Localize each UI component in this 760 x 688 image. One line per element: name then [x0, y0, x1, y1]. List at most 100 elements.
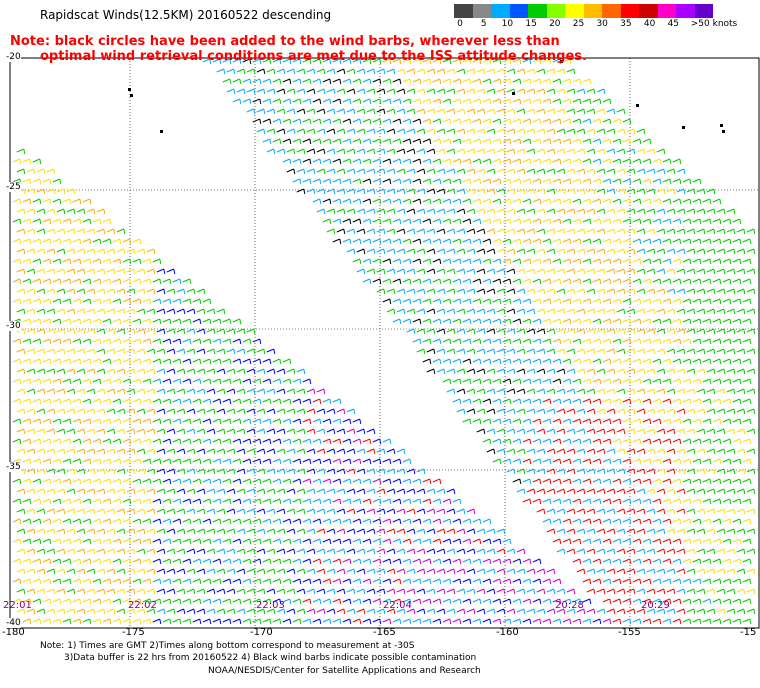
wind-barb — [482, 278, 492, 285]
wind-barb — [172, 478, 182, 485]
wind-barb — [366, 268, 376, 275]
wind-barb — [366, 168, 376, 175]
wind-barb — [362, 138, 372, 145]
wind-barb — [106, 608, 116, 615]
wind-barb — [746, 588, 756, 595]
wind-barb — [346, 528, 356, 535]
wind-barb — [542, 238, 552, 245]
wind-barb — [96, 448, 106, 455]
wind-barb — [242, 58, 252, 65]
wind-barb — [662, 278, 672, 285]
wind-barb — [332, 238, 342, 245]
wind-barb — [222, 618, 232, 625]
wind-barb — [586, 168, 596, 175]
wind-barb — [286, 68, 296, 75]
wind-barb — [522, 138, 532, 145]
wind-barb — [646, 568, 656, 575]
wind-barb — [86, 388, 96, 395]
wind-barb — [666, 268, 676, 275]
wind-barb — [662, 218, 672, 225]
wind-barb — [692, 418, 702, 425]
wind-barb — [632, 158, 642, 165]
wind-barb — [76, 468, 86, 475]
wind-barb — [702, 418, 712, 425]
wind-barb — [516, 108, 526, 115]
wind-barb — [652, 158, 662, 165]
wind-barb — [172, 458, 182, 465]
wind-barb — [216, 408, 226, 415]
wind-barb — [296, 588, 306, 595]
wind-barb — [182, 438, 192, 445]
wind-barb — [612, 298, 622, 305]
wind-barb — [482, 618, 492, 625]
wind-barb — [156, 568, 166, 575]
wind-barb — [496, 368, 506, 375]
wind-barb — [736, 548, 746, 555]
wind-barb — [36, 548, 46, 555]
wind-barb — [736, 608, 746, 615]
wind-barb — [716, 408, 726, 415]
wind-barb — [592, 158, 602, 165]
wind-barb — [542, 158, 552, 165]
wind-barb — [292, 518, 302, 525]
wind-barb — [696, 488, 706, 495]
wind-barb — [42, 318, 52, 325]
wind-barb — [546, 128, 556, 135]
wind-barb — [332, 418, 342, 425]
wind-barb — [662, 338, 672, 345]
wind-barb — [726, 368, 736, 375]
wind-barb — [636, 448, 646, 455]
wind-barb — [356, 148, 366, 155]
wind-barb — [532, 378, 542, 385]
wind-barb — [366, 588, 376, 595]
wind-barb — [462, 98, 472, 105]
wind-barb — [36, 308, 46, 315]
wind-barb — [332, 538, 342, 545]
wind-barb — [696, 408, 706, 415]
wind-barb — [236, 488, 246, 495]
wind-barb — [22, 238, 32, 245]
wind-barb — [562, 618, 572, 625]
wind-barb — [666, 248, 676, 255]
wind-barb — [466, 88, 476, 95]
wind-barb — [352, 538, 362, 545]
wind-barb — [242, 478, 252, 485]
wind-barb — [582, 238, 592, 245]
wind-barb — [646, 328, 656, 335]
wind-barb — [136, 528, 146, 535]
wind-barb — [682, 618, 692, 625]
wind-barb — [276, 388, 286, 395]
wind-barb — [526, 188, 536, 195]
wind-barb — [706, 528, 716, 535]
wind-barb — [406, 568, 416, 575]
wind-barb — [706, 268, 716, 275]
wind-barb — [182, 458, 192, 465]
wind-barb — [372, 498, 382, 505]
wind-barb — [206, 508, 216, 515]
wind-barb — [576, 328, 586, 335]
wind-barb — [552, 118, 562, 125]
wind-barb — [746, 468, 756, 475]
wind-barb — [82, 498, 92, 505]
wind-barb — [262, 558, 272, 565]
wind-barb — [626, 328, 636, 335]
wind-barb — [36, 408, 46, 415]
wind-barb — [42, 598, 52, 605]
wind-barb — [476, 568, 486, 575]
wind-barb — [676, 308, 686, 315]
wind-barb — [636, 308, 646, 315]
wind-barb — [352, 518, 362, 525]
wind-barb — [616, 188, 626, 195]
wind-barb — [56, 268, 66, 275]
wind-barb — [652, 338, 662, 345]
wind-barb — [202, 298, 212, 305]
wind-barb — [206, 308, 216, 315]
wind-barb — [306, 168, 316, 175]
wind-barb — [622, 118, 632, 125]
colorbar-swatch — [509, 4, 528, 18]
wind-barb — [482, 558, 492, 565]
wind-barb — [316, 388, 326, 395]
wind-barb — [512, 378, 522, 385]
wind-barb — [586, 228, 596, 235]
wind-barb — [66, 528, 76, 535]
